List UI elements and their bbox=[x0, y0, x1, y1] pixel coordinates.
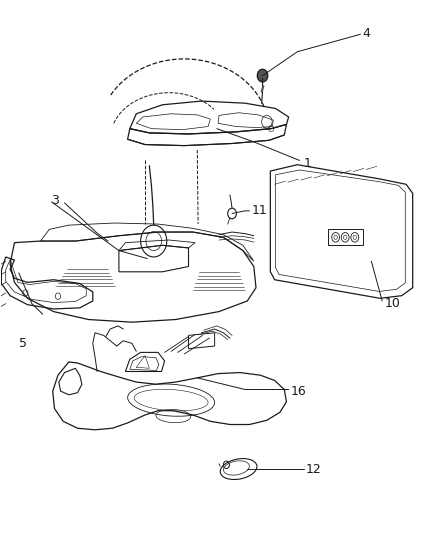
Text: 16: 16 bbox=[291, 385, 307, 398]
Text: 5: 5 bbox=[19, 337, 27, 350]
Text: 11: 11 bbox=[252, 204, 267, 217]
Text: 4: 4 bbox=[363, 27, 371, 39]
Text: 10: 10 bbox=[385, 297, 400, 310]
Text: 12: 12 bbox=[306, 463, 322, 475]
Circle shape bbox=[257, 69, 268, 82]
Text: 1: 1 bbox=[304, 157, 312, 169]
Text: 3: 3 bbox=[51, 193, 59, 207]
